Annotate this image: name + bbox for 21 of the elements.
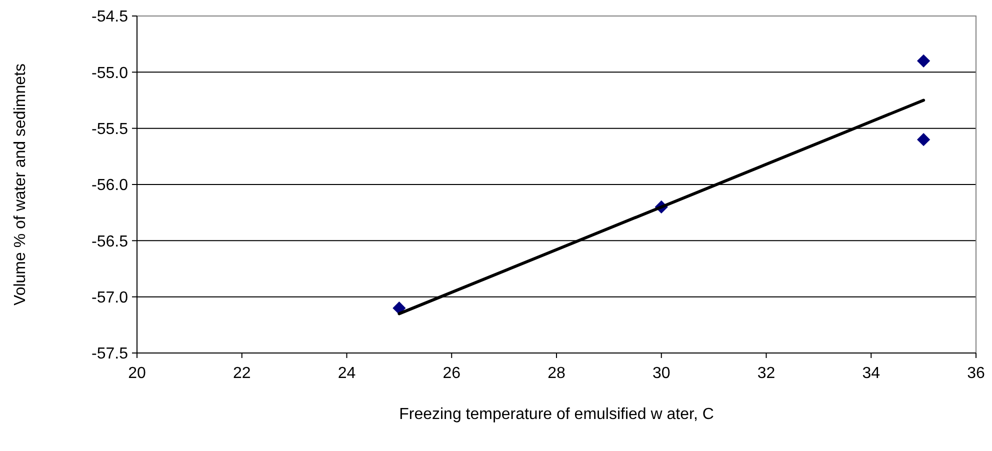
x-tick-label: 30 xyxy=(652,365,670,382)
x-tick-label: 34 xyxy=(862,365,880,382)
y-tick-label: -54.5 xyxy=(92,8,128,26)
y-axis-title: Volume % of water and sedimnets xyxy=(12,64,29,306)
x-tick-label: 24 xyxy=(338,365,356,382)
point xyxy=(916,54,930,68)
x-axis-title: Freezing temperature of emulsified w ater, C xyxy=(399,406,714,423)
y-tick-label: -56.5 xyxy=(92,233,128,250)
x-tick-label: 28 xyxy=(548,365,566,382)
y-tick-label: -56.0 xyxy=(92,177,128,194)
x-tick-label: 22 xyxy=(232,365,251,382)
y-tick-label: -57.5 xyxy=(92,346,128,363)
x-tick-label: 36 xyxy=(967,365,985,382)
y-tick-label: -57.0 xyxy=(92,289,128,306)
y-tick-label: -55.0 xyxy=(92,64,128,82)
point xyxy=(392,302,406,315)
x-tick-label: 32 xyxy=(757,365,776,382)
x-tick-label: 26 xyxy=(442,365,461,382)
y-tick-label: -55.5 xyxy=(92,120,128,138)
point xyxy=(916,133,930,146)
x-tick-label: 20 xyxy=(128,365,146,382)
